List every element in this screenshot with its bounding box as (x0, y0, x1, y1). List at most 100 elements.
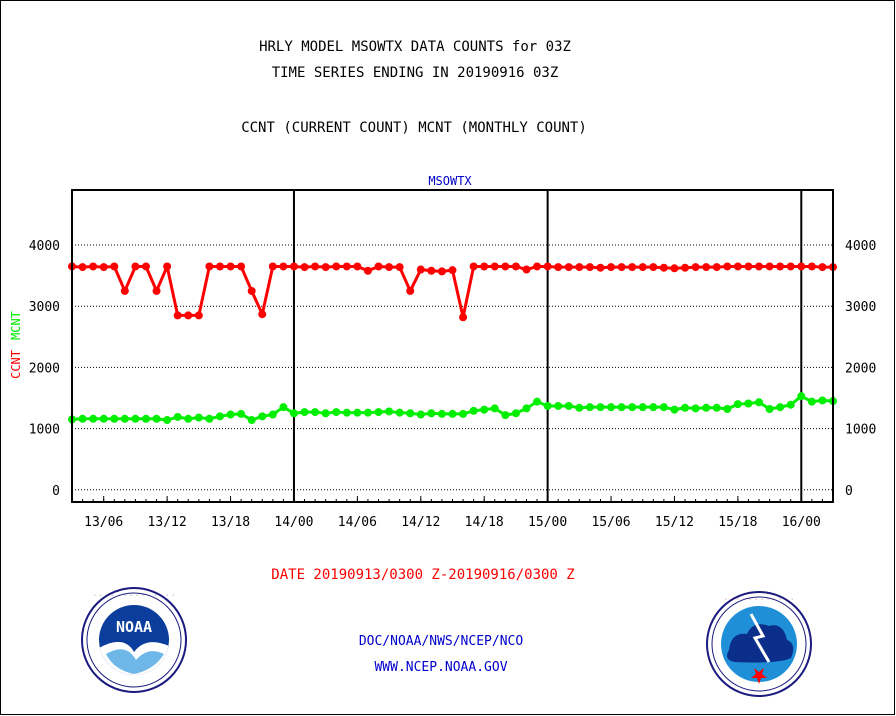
data-point-mcnt (279, 403, 288, 412)
data-point-ccnt (237, 262, 246, 271)
data-point-ccnt (321, 263, 330, 272)
data-point-mcnt (110, 414, 119, 423)
x-tick-label: 14/00 (274, 515, 313, 530)
data-point-mcnt (554, 401, 563, 410)
y-tick-label-right: 1000 (845, 423, 876, 438)
data-point-ccnt (649, 263, 658, 272)
date-range: DATE 20190913/0300 Z-20190916/0300 Z (271, 567, 574, 583)
data-point-ccnt (490, 262, 499, 271)
nws-logo: · · · · · · · · · · · · (706, 591, 812, 697)
data-point-ccnt (617, 263, 626, 272)
data-point-mcnt (628, 403, 637, 412)
data-point-mcnt (437, 409, 446, 418)
x-tick-label: 14/18 (465, 515, 504, 530)
data-point-ccnt (374, 262, 383, 271)
data-point-ccnt (300, 263, 309, 272)
x-tick-label: 15/18 (718, 515, 757, 530)
data-point-ccnt (755, 262, 764, 271)
y-tick-label-left: 4000 (29, 239, 60, 254)
data-point-mcnt (342, 408, 351, 417)
y-label-ccnt: CCNT (9, 350, 23, 379)
x-tick-label: 13/18 (211, 515, 250, 530)
data-point-ccnt (279, 262, 288, 271)
y-tick-label-right: 3000 (845, 300, 876, 315)
data-point-ccnt (184, 311, 193, 320)
data-point-mcnt (416, 410, 425, 419)
data-point-ccnt (427, 266, 436, 275)
data-point-mcnt (755, 398, 764, 407)
data-point-mcnt (226, 410, 235, 419)
data-point-mcnt (712, 403, 721, 412)
data-point-ccnt (215, 262, 224, 271)
data-point-mcnt (247, 416, 256, 425)
noaa-seal-ring-text: · · · · · · · · · · · · · · (93, 593, 174, 599)
data-point-ccnt (543, 262, 552, 271)
data-point-mcnt (258, 412, 267, 421)
data-point-mcnt (596, 403, 605, 412)
y-tick-label-left: 0 (52, 484, 60, 499)
data-point-ccnt (702, 263, 711, 272)
data-point-ccnt (733, 262, 742, 271)
data-point-mcnt (702, 403, 711, 412)
data-point-mcnt (152, 414, 161, 423)
data-point-mcnt (638, 403, 647, 412)
data-point-mcnt (300, 408, 309, 417)
data-point-ccnt (511, 262, 520, 271)
data-point-mcnt (427, 409, 436, 418)
data-point-mcnt (617, 403, 626, 412)
data-point-ccnt (152, 286, 161, 295)
data-point-mcnt (459, 409, 468, 418)
data-point-ccnt (194, 311, 203, 320)
data-point-mcnt (585, 403, 594, 412)
data-point-mcnt (237, 409, 246, 418)
x-tick-label: 16/00 (782, 515, 821, 530)
data-point-mcnt (184, 414, 193, 423)
data-point-mcnt (733, 400, 742, 409)
data-point-ccnt (786, 262, 795, 271)
data-point-mcnt (374, 408, 383, 417)
y-tick-label-right: 2000 (845, 361, 876, 376)
data-point-ccnt (99, 263, 108, 272)
data-point-ccnt (469, 262, 478, 271)
y-tick-label-left: 3000 (29, 300, 60, 315)
url-link[interactable]: WWW.NCEP.NOAA.GOV (374, 660, 507, 675)
data-point-ccnt (712, 263, 721, 272)
data-point-ccnt (226, 262, 235, 271)
data-point-ccnt (818, 263, 827, 272)
y-tick-label-right: 0 (845, 484, 853, 499)
data-point-mcnt (194, 413, 203, 422)
data-point-ccnt (268, 262, 277, 271)
data-point-mcnt (659, 403, 668, 412)
data-point-ccnt (807, 262, 816, 271)
data-point-ccnt (406, 286, 415, 295)
data-point-mcnt (321, 409, 330, 418)
data-point-mcnt (363, 408, 372, 417)
data-point-mcnt (406, 409, 415, 418)
data-point-mcnt (448, 409, 457, 418)
data-point-mcnt (564, 401, 573, 410)
x-tick-label: 13/06 (84, 515, 123, 530)
y-label-mcnt: MCNT (9, 311, 23, 340)
data-point-mcnt (522, 404, 531, 413)
data-point-ccnt (533, 262, 542, 271)
noaa-logo: NOAA · · · · · · · · · · · · · · (81, 587, 187, 693)
data-point-mcnt (205, 414, 214, 423)
data-point-mcnt (395, 408, 404, 417)
data-point-mcnt (89, 414, 98, 423)
data-point-mcnt (776, 403, 785, 412)
data-point-ccnt (596, 263, 605, 272)
data-point-ccnt (585, 263, 594, 272)
data-point-ccnt (797, 262, 806, 271)
data-point-mcnt (385, 407, 394, 416)
data-point-ccnt (395, 263, 404, 272)
y-tick-label-right: 4000 (845, 239, 876, 254)
data-point-ccnt (480, 262, 489, 271)
data-point-ccnt (744, 262, 753, 271)
org-line: DOC/NOAA/NWS/NCEP/NCO (359, 634, 524, 649)
data-point-ccnt (723, 262, 732, 271)
grid-layer (72, 190, 833, 502)
data-point-mcnt (131, 414, 140, 423)
data-point-mcnt (501, 411, 510, 420)
data-point-mcnt (723, 405, 732, 414)
